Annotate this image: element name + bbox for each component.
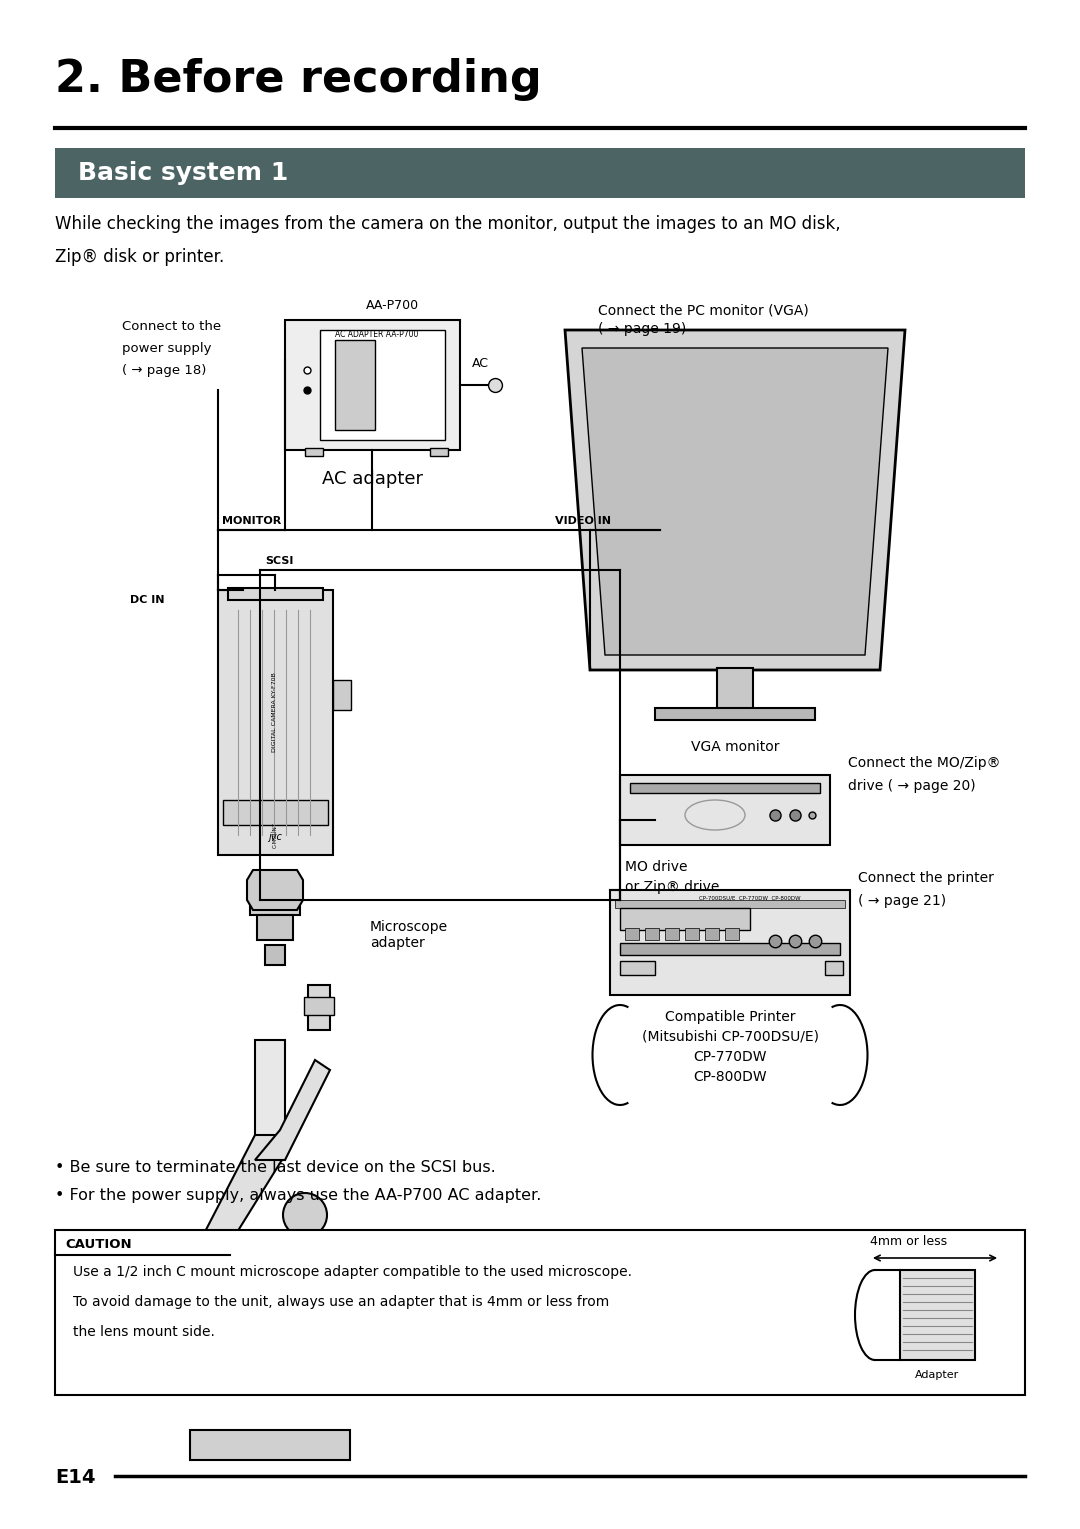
Polygon shape [565, 330, 905, 670]
Text: Connect to the: Connect to the [122, 320, 221, 333]
Text: SCSI: SCSI [265, 557, 294, 566]
Text: or Zip® drive: or Zip® drive [625, 881, 719, 894]
Bar [685, 928, 699, 940]
Text: E14: E14 [55, 1468, 95, 1488]
Bar [180, 1304, 280, 1320]
Text: C-MOUNT: C-MOUNT [272, 823, 278, 849]
Text: VIDEO IN: VIDEO IN [555, 515, 611, 526]
Text: ( → page 21): ( → page 21) [858, 894, 946, 908]
Bar [175, 1260, 193, 1300]
Bar [620, 962, 654, 976]
Bar [218, 590, 333, 855]
Text: Zip® disk or printer.: Zip® disk or printer. [55, 248, 225, 266]
Bar [620, 908, 750, 930]
Text: DIGITAL CAMERA KY-F70B: DIGITAL CAMERA KY-F70B [272, 673, 278, 752]
Text: the lens mount side.: the lens mount side. [73, 1326, 215, 1339]
Text: 2. Before recording: 2. Before recording [55, 58, 542, 101]
Bar [825, 962, 843, 976]
Bar [625, 928, 639, 940]
Bar [285, 320, 460, 450]
Text: To avoid damage to the unit, always use an adapter that is 4mm or less from: To avoid damage to the unit, always use … [73, 1295, 609, 1309]
Bar [55, 148, 1025, 197]
Bar [303, 997, 334, 1015]
Bar [620, 943, 840, 956]
Text: DC IN: DC IN [130, 595, 164, 605]
Text: Connect the PC monitor (VGA): Connect the PC monitor (VGA) [598, 304, 809, 318]
Bar [222, 800, 328, 826]
Bar [430, 448, 448, 456]
Bar [308, 985, 330, 1031]
Text: power supply: power supply [122, 342, 212, 355]
Bar [900, 1271, 975, 1359]
Bar [615, 901, 845, 908]
Text: CP-770DW: CP-770DW [693, 1050, 767, 1064]
Bar [333, 680, 351, 709]
Bar [705, 928, 719, 940]
Text: CP-800DW: CP-800DW [693, 1070, 767, 1084]
Bar [255, 1335, 285, 1359]
Bar [260, 1260, 280, 1359]
Text: MO drive: MO drive [625, 859, 688, 875]
Bar [665, 928, 679, 940]
Polygon shape [255, 1060, 330, 1161]
Bar [335, 339, 375, 430]
Text: (Mitsubishi CP-700DSU/E): (Mitsubishi CP-700DSU/E) [642, 1031, 819, 1044]
Text: • Be sure to terminate the last device on the SCSI bus.: • Be sure to terminate the last device o… [55, 1161, 496, 1174]
Text: Microscope
adapter: Microscope adapter [370, 920, 448, 950]
Bar [55, 1229, 1025, 1394]
Bar [190, 1430, 350, 1460]
Bar [717, 668, 753, 709]
Text: CAUTION: CAUTION [65, 1238, 132, 1251]
Text: Connect the printer: Connect the printer [858, 872, 994, 885]
Bar [178, 1326, 190, 1339]
Bar [645, 928, 659, 940]
Text: AC ADAPTER AA-P700: AC ADAPTER AA-P700 [335, 330, 419, 339]
Polygon shape [247, 870, 303, 910]
Text: Basic system 1: Basic system 1 [78, 161, 288, 185]
Bar [257, 914, 293, 940]
Text: AC adapter: AC adapter [322, 469, 422, 488]
Text: • For the power supply, always use the AA-P700 AC adapter.: • For the power supply, always use the A… [55, 1188, 541, 1203]
Text: 4mm or less: 4mm or less [870, 1235, 947, 1248]
Bar [305, 448, 323, 456]
Text: CP-700DSU/E  CP-770DW  CP-800DW: CP-700DSU/E CP-770DW CP-800DW [699, 896, 800, 901]
Text: Connect the MO/Zip®: Connect the MO/Zip® [848, 755, 1000, 771]
Text: ( → page 19): ( → page 19) [598, 323, 686, 336]
Bar [620, 775, 831, 846]
Bar [630, 783, 820, 794]
Circle shape [283, 1193, 327, 1237]
Bar [725, 928, 739, 940]
Text: Adapter: Adapter [915, 1370, 959, 1381]
Text: AC: AC [472, 356, 488, 370]
Polygon shape [582, 349, 888, 654]
Text: ( → page 18): ( → page 18) [122, 364, 206, 378]
Text: Use a 1/2 inch C mount microscope adapter compatible to the used microscope.: Use a 1/2 inch C mount microscope adapte… [73, 1264, 632, 1278]
Text: AA-P700: AA-P700 [365, 300, 419, 312]
Bar [654, 708, 815, 720]
Bar [255, 1040, 285, 1161]
Text: While checking the images from the camera on the monitor, output the images to a: While checking the images from the camer… [55, 216, 840, 232]
Bar [320, 330, 445, 440]
Text: VGA monitor: VGA monitor [691, 740, 780, 754]
Text: drive ( → page 20): drive ( → page 20) [848, 778, 975, 794]
Text: jvc: jvc [268, 832, 282, 842]
Text: Compatible Printer: Compatible Printer [665, 1011, 795, 1024]
Bar [610, 890, 850, 995]
Bar [228, 589, 323, 599]
Bar [249, 898, 300, 914]
Polygon shape [180, 1135, 285, 1300]
Bar [265, 945, 285, 965]
Text: MONITOR: MONITOR [222, 515, 281, 526]
